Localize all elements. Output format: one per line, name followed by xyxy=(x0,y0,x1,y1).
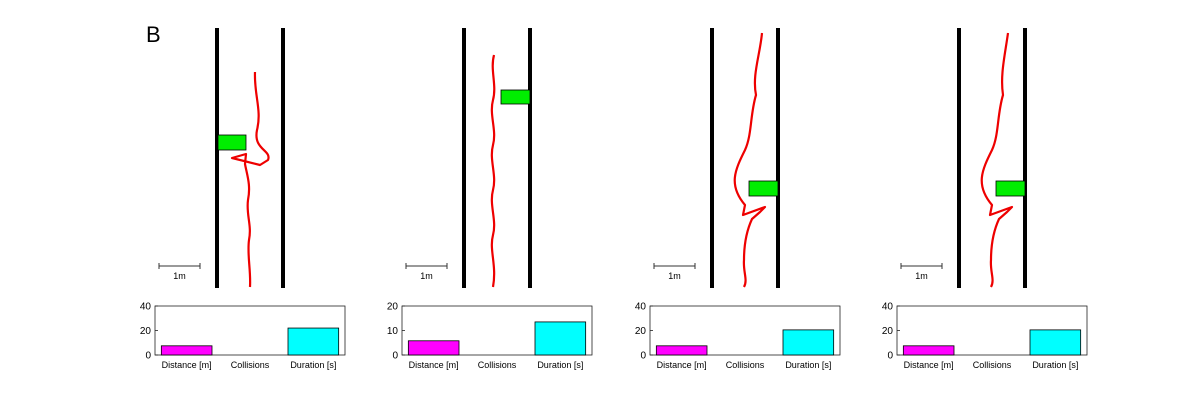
category-label: Collisions xyxy=(231,360,270,370)
y-tick-label: 0 xyxy=(887,351,893,362)
bar xyxy=(782,329,835,356)
bar xyxy=(1029,329,1082,356)
obstacle xyxy=(500,89,531,105)
bar-chart-2: 0 10 20 Distance [m] Collisions Duration [s] xyxy=(387,302,593,370)
bar-chart-1: 0 20 40 Distance [m] Collisions Duration [s] xyxy=(140,302,346,370)
obstacle xyxy=(217,134,247,151)
y-tick-label: 10 xyxy=(387,326,399,337)
scale-bar-label: 1m xyxy=(173,271,186,281)
bar xyxy=(534,321,587,356)
category-label: Distance [m] xyxy=(904,360,954,370)
category-label: Duration [s] xyxy=(1032,360,1078,370)
trajectory-panel-2: 1m xyxy=(405,28,532,288)
bar xyxy=(902,345,955,356)
y-tick-label: 40 xyxy=(140,302,152,313)
category-label: Duration [s] xyxy=(785,360,831,370)
bar-chart-3: 0 20 40 Distance [m] Collisions Duration [s] xyxy=(635,302,841,370)
category-label: Collisions xyxy=(973,360,1012,370)
y-tick-label: 20 xyxy=(387,302,399,313)
category-label: Distance [m] xyxy=(162,360,212,370)
obstacle xyxy=(995,180,1026,197)
bar xyxy=(407,340,460,356)
scale-bar-label: 1m xyxy=(668,271,681,281)
bar xyxy=(160,345,213,356)
category-label: Distance [m] xyxy=(657,360,707,370)
y-tick-label: 20 xyxy=(882,326,894,337)
y-tick-label: 0 xyxy=(640,351,646,362)
category-label: Duration [s] xyxy=(537,360,583,370)
trajectory-panel-4: 1m xyxy=(900,28,1027,288)
trajectory-path xyxy=(980,32,1014,288)
y-tick-label: 0 xyxy=(392,351,398,362)
trajectory-panel-3: 1m xyxy=(653,28,780,288)
y-tick-label: 0 xyxy=(145,351,151,362)
scale-bar-label: 1m xyxy=(915,271,928,281)
scale-bar-label: 1m xyxy=(420,271,433,281)
trajectory-path xyxy=(490,54,496,288)
category-label: Collisions xyxy=(726,360,765,370)
y-tick-label: 40 xyxy=(635,302,647,313)
obstacle xyxy=(748,180,779,197)
y-tick-label: 40 xyxy=(882,302,894,313)
category-label: Collisions xyxy=(478,360,517,370)
category-label: Duration [s] xyxy=(290,360,336,370)
bar xyxy=(287,327,340,356)
bar xyxy=(655,345,708,356)
y-tick-label: 20 xyxy=(140,326,152,337)
trajectory-panel-1: 1m xyxy=(158,28,285,288)
y-tick-label: 20 xyxy=(635,326,647,337)
bar-chart-4: 0 20 40 Distance [m] Collisions Duration [s] xyxy=(882,302,1088,370)
trajectory-path xyxy=(230,71,270,288)
trajectory-path xyxy=(733,32,767,288)
category-label: Distance [m] xyxy=(409,360,459,370)
panel-label: B xyxy=(146,22,161,47)
